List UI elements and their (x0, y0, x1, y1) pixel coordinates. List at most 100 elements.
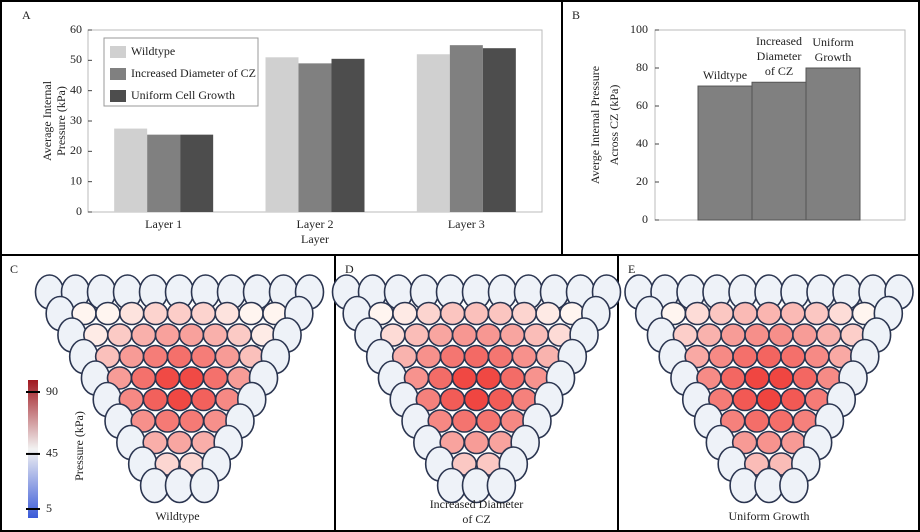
cell (155, 367, 179, 389)
legend-swatch (110, 46, 126, 58)
cell (204, 367, 228, 389)
cell (132, 324, 156, 346)
cell (155, 410, 179, 432)
cell (745, 324, 769, 346)
cell (709, 346, 733, 368)
cell (769, 410, 793, 432)
x-tick-label: Layer 2 (297, 217, 334, 231)
x-tick-label: Layer 1 (145, 217, 182, 231)
cell (488, 303, 512, 325)
y-tick-label: 40 (636, 136, 648, 150)
cell (733, 346, 757, 368)
cell (501, 367, 525, 389)
bar (332, 59, 365, 212)
y-tick-label: 80 (636, 60, 648, 74)
bar (266, 57, 299, 212)
cell (440, 389, 464, 411)
cell (453, 324, 477, 346)
colorbar-tick-label: 45 (46, 446, 58, 460)
cell (168, 303, 192, 325)
bar (450, 45, 483, 212)
panel-letter: D (345, 262, 354, 276)
cell (452, 410, 476, 432)
cell (512, 303, 536, 325)
bar-category-label: Uniform (812, 35, 854, 49)
y-axis-label: Average Internal (40, 80, 54, 161)
cell (755, 469, 783, 503)
cell (721, 367, 745, 389)
cell (465, 346, 489, 368)
cell (180, 410, 204, 432)
cell (191, 303, 215, 325)
legend-swatch (110, 68, 126, 80)
bar (806, 68, 860, 220)
cell (96, 303, 120, 325)
bar-category-label: of CZ (765, 64, 793, 78)
cell (141, 469, 169, 503)
cell (781, 346, 805, 368)
y-tick-label: 10 (70, 173, 82, 187)
cell (733, 303, 757, 325)
cell (417, 303, 441, 325)
cell (709, 303, 733, 325)
cell (215, 303, 239, 325)
cell (168, 432, 192, 454)
cell (192, 389, 216, 411)
bar (698, 86, 752, 220)
cell (477, 410, 501, 432)
bar (299, 63, 332, 212)
bar (114, 129, 147, 212)
panel-letter: B (572, 8, 580, 22)
cell (489, 389, 513, 411)
cell (239, 303, 263, 325)
legend-label: Uniform Cell Growth (131, 88, 235, 102)
panel-letter: C (10, 262, 18, 276)
panel-caption: of CZ (462, 512, 490, 526)
cell (757, 346, 781, 368)
bar (752, 82, 806, 220)
cell (793, 367, 817, 389)
cell (428, 367, 452, 389)
cell (465, 432, 489, 454)
cell (757, 389, 781, 411)
bar-category-label: Wildtype (703, 68, 747, 82)
cell (536, 303, 560, 325)
cell (829, 303, 853, 325)
cell (417, 346, 441, 368)
x-tick-label: Layer 3 (448, 217, 485, 231)
y-tick-label: 50 (70, 52, 82, 66)
figure: A0102030405060Average InternalPressure (… (0, 0, 920, 532)
cell (144, 346, 168, 368)
bar (180, 135, 213, 212)
cell (730, 469, 758, 503)
bar-category-label: Growth (815, 50, 852, 64)
cell (227, 324, 251, 346)
cell (168, 389, 192, 411)
cell (721, 324, 745, 346)
y-tick-label: 20 (636, 174, 648, 188)
cell (524, 324, 548, 346)
colorbar-tick-label: 5 (46, 501, 52, 515)
cell (512, 346, 536, 368)
panel-caption: Uniform Growth (729, 509, 810, 523)
cell (108, 324, 132, 346)
cell (203, 324, 227, 346)
y-tick-label: 0 (76, 204, 82, 218)
cell (477, 367, 501, 389)
y-tick-label: 60 (636, 98, 648, 112)
cell (805, 303, 829, 325)
cell (429, 324, 453, 346)
cell (168, 346, 192, 368)
cell (793, 324, 817, 346)
cell (131, 367, 155, 389)
cell (685, 303, 709, 325)
cell (757, 432, 781, 454)
cell (817, 324, 841, 346)
y-tick-label: 40 (70, 82, 82, 96)
cell (180, 367, 204, 389)
colorbar-label: Pressure (kPa) (72, 411, 86, 481)
cell (156, 324, 180, 346)
panel-letter: E (628, 262, 635, 276)
bar (147, 135, 180, 212)
bar-category-label: Diameter (757, 49, 802, 63)
